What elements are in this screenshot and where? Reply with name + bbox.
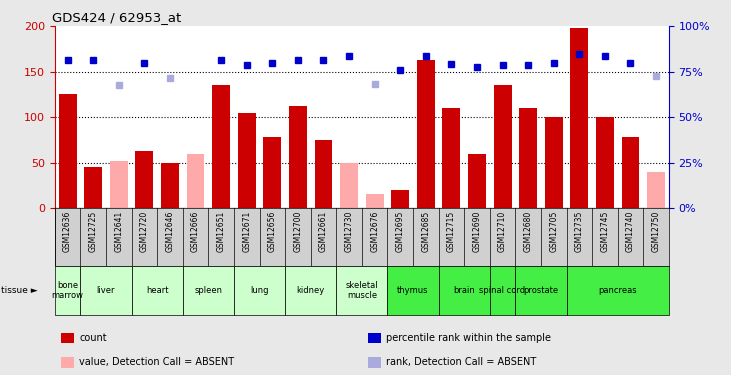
Bar bbox=[263, 137, 281, 208]
Bar bbox=[212, 86, 230, 208]
Text: GSM12745: GSM12745 bbox=[600, 211, 610, 252]
Bar bbox=[161, 163, 179, 208]
Bar bbox=[545, 117, 563, 208]
Bar bbox=[417, 60, 435, 208]
Bar bbox=[110, 161, 128, 208]
Text: GSM12685: GSM12685 bbox=[421, 211, 431, 252]
Text: lung: lung bbox=[250, 286, 269, 295]
Text: liver: liver bbox=[96, 286, 115, 295]
Bar bbox=[468, 154, 486, 208]
Text: kidney: kidney bbox=[297, 286, 325, 295]
Text: brain: brain bbox=[453, 286, 475, 295]
Text: skeletal
muscle: skeletal muscle bbox=[346, 281, 378, 300]
Bar bbox=[186, 154, 205, 208]
Bar bbox=[238, 112, 256, 208]
Text: bone
marrow: bone marrow bbox=[52, 281, 83, 300]
Bar bbox=[442, 108, 461, 208]
Bar bbox=[439, 266, 490, 315]
Bar bbox=[183, 266, 234, 315]
Text: GSM12690: GSM12690 bbox=[472, 211, 482, 252]
Bar bbox=[61, 357, 75, 368]
Bar bbox=[515, 266, 567, 315]
Text: value, Detection Call = ABSENT: value, Detection Call = ABSENT bbox=[80, 357, 235, 368]
Text: GSM12750: GSM12750 bbox=[651, 211, 661, 252]
Text: heart: heart bbox=[146, 286, 168, 295]
Bar bbox=[186, 154, 205, 208]
Text: pancreas: pancreas bbox=[599, 286, 637, 295]
Text: rank, Detection Call = ABSENT: rank, Detection Call = ABSENT bbox=[387, 357, 537, 368]
Text: GSM12671: GSM12671 bbox=[242, 211, 251, 252]
Text: GSM12705: GSM12705 bbox=[549, 211, 558, 252]
Bar bbox=[621, 137, 640, 208]
Bar bbox=[647, 172, 665, 208]
Bar bbox=[314, 140, 333, 208]
Bar bbox=[391, 190, 409, 208]
Text: GDS424 / 62953_at: GDS424 / 62953_at bbox=[52, 11, 181, 24]
Bar bbox=[570, 28, 588, 208]
Bar bbox=[490, 266, 515, 315]
Bar bbox=[493, 86, 512, 208]
Text: GSM12676: GSM12676 bbox=[370, 211, 379, 252]
Bar bbox=[366, 195, 384, 208]
Bar bbox=[567, 266, 669, 315]
Bar bbox=[368, 357, 382, 368]
Text: GSM12661: GSM12661 bbox=[319, 211, 328, 252]
Text: GSM12666: GSM12666 bbox=[191, 211, 200, 252]
Bar bbox=[135, 151, 154, 208]
Text: GSM12695: GSM12695 bbox=[395, 211, 405, 252]
Text: GSM12656: GSM12656 bbox=[268, 211, 277, 252]
Text: GSM12715: GSM12715 bbox=[447, 211, 456, 252]
Text: prostate: prostate bbox=[523, 286, 558, 295]
Text: GSM12700: GSM12700 bbox=[293, 211, 303, 252]
Bar bbox=[340, 163, 358, 208]
Bar bbox=[596, 117, 614, 208]
Bar bbox=[336, 266, 387, 315]
Text: GSM12725: GSM12725 bbox=[88, 211, 98, 252]
Bar bbox=[285, 266, 336, 315]
Text: GSM12636: GSM12636 bbox=[63, 211, 72, 252]
Text: GSM12730: GSM12730 bbox=[344, 211, 354, 252]
Bar bbox=[80, 266, 132, 315]
Bar bbox=[61, 333, 75, 344]
Bar bbox=[519, 108, 537, 208]
Text: count: count bbox=[80, 333, 107, 343]
Bar bbox=[368, 333, 382, 344]
Bar bbox=[58, 93, 77, 208]
Text: GSM12680: GSM12680 bbox=[523, 211, 533, 252]
Text: GSM12720: GSM12720 bbox=[140, 211, 149, 252]
Text: GSM12740: GSM12740 bbox=[626, 211, 635, 252]
Text: GSM12735: GSM12735 bbox=[575, 211, 584, 252]
Text: tissue ►: tissue ► bbox=[1, 286, 38, 295]
Text: GSM12651: GSM12651 bbox=[216, 211, 226, 252]
Bar bbox=[387, 266, 439, 315]
Bar bbox=[132, 266, 183, 315]
Text: GSM12710: GSM12710 bbox=[498, 211, 507, 252]
Bar bbox=[234, 266, 285, 315]
Text: GSM12641: GSM12641 bbox=[114, 211, 124, 252]
Bar bbox=[289, 106, 307, 208]
Text: GSM12646: GSM12646 bbox=[165, 211, 175, 252]
Bar bbox=[84, 167, 102, 208]
Text: spinal cord: spinal cord bbox=[480, 286, 526, 295]
Text: percentile rank within the sample: percentile rank within the sample bbox=[387, 333, 551, 343]
Text: thymus: thymus bbox=[397, 286, 429, 295]
Bar bbox=[55, 266, 80, 315]
Text: spleen: spleen bbox=[194, 286, 222, 295]
